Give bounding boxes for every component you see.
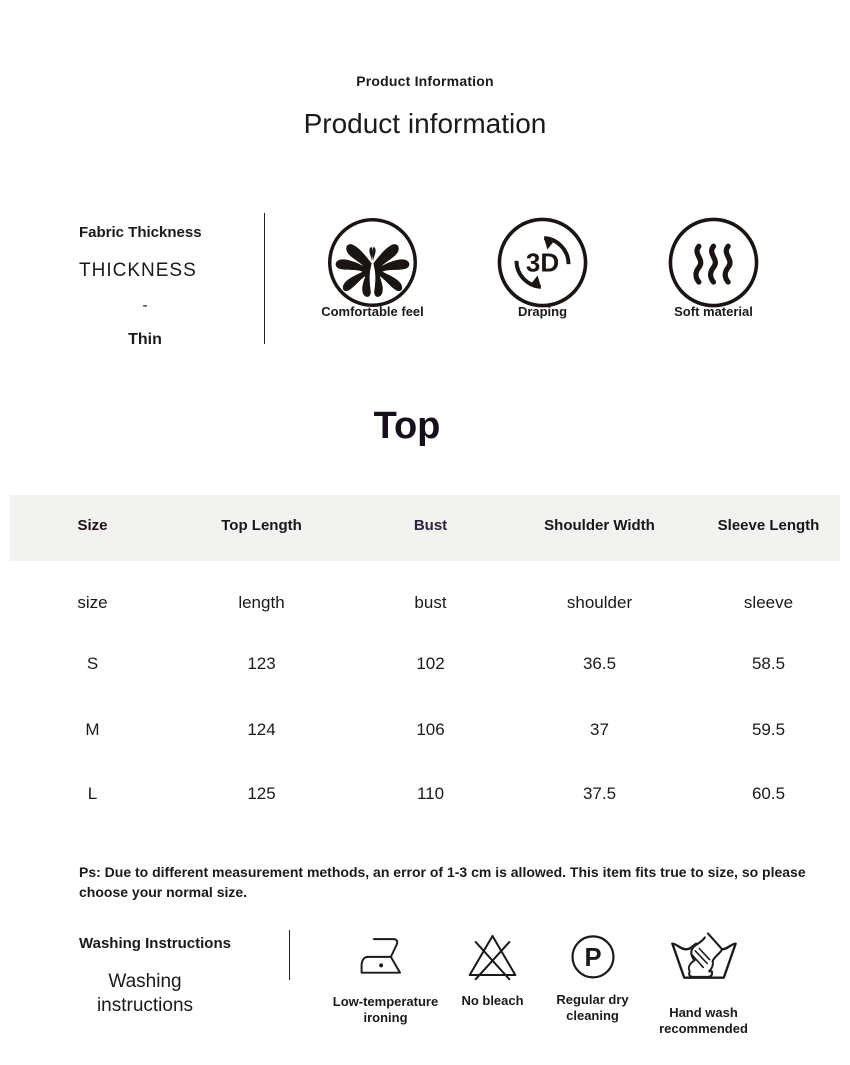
svg-text:3D: 3D xyxy=(526,247,559,277)
svg-text:P: P xyxy=(584,944,601,972)
